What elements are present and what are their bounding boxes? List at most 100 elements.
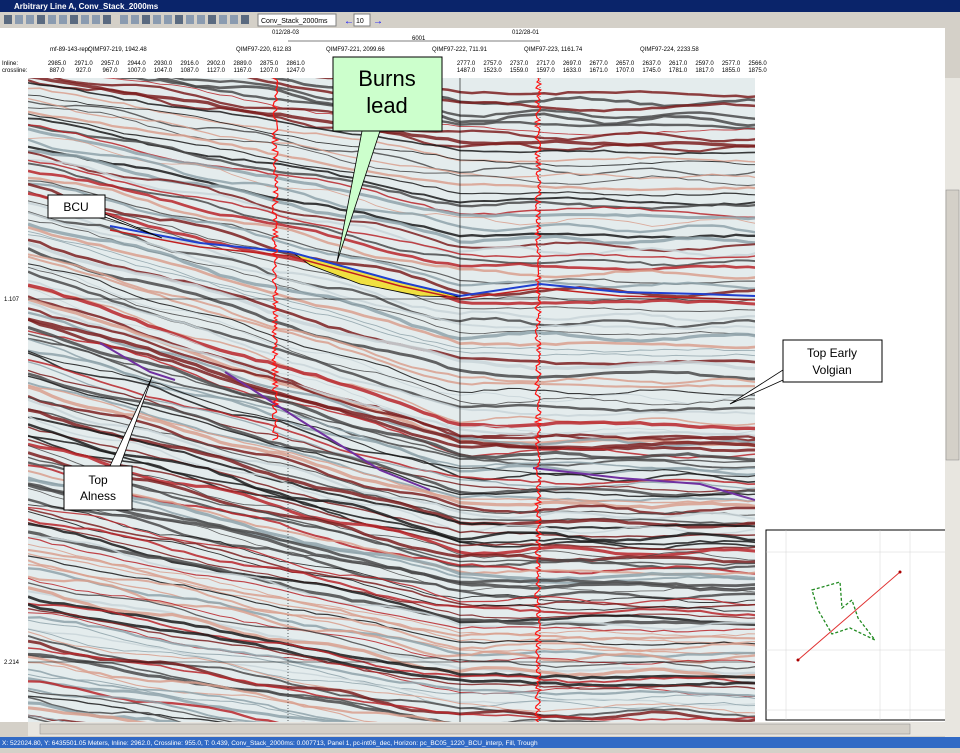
tool-icon[interactable] — [37, 15, 45, 24]
reflector — [28, 211, 755, 331]
crossline-value: 1167.0 — [234, 68, 253, 74]
reflector — [28, 488, 755, 594]
tool-icon[interactable] — [241, 15, 249, 24]
reflector — [28, 408, 755, 529]
inline-value: 2971.0 — [74, 61, 93, 67]
reflector — [28, 358, 755, 486]
reflector — [28, 361, 755, 490]
line-name: QIMF97-219, 1942.48 — [88, 47, 147, 53]
crossline-value: 1007.0 — [127, 68, 146, 74]
trace-end — [898, 570, 902, 574]
reflector — [28, 79, 755, 153]
callout-text: Burns — [358, 66, 415, 91]
reflector — [28, 117, 755, 207]
inline-value: 2757.0 — [483, 61, 502, 67]
reflector — [28, 701, 180, 722]
reflector — [28, 543, 755, 637]
reflector — [28, 518, 755, 617]
tool-icon[interactable] — [15, 15, 23, 24]
tool-icon[interactable] — [120, 15, 128, 24]
tool-icon[interactable] — [131, 15, 139, 24]
reflector — [28, 647, 755, 722]
reflector — [28, 607, 755, 690]
burns-lead-callout — [332, 56, 443, 132]
reflector — [28, 696, 182, 722]
tool-icon[interactable] — [197, 15, 205, 24]
line-name: QIMF97-221, 2099.66 — [326, 47, 385, 53]
crossline-value: 1487.0 — [457, 68, 476, 74]
crossline-value: 1707.0 — [616, 68, 635, 74]
tool-icon[interactable] — [4, 15, 12, 24]
reflector — [28, 451, 755, 564]
crossline-value: 1207.0 — [260, 68, 279, 74]
tool-icon[interactable] — [164, 15, 172, 24]
callout-text: lead — [366, 93, 408, 118]
reflector — [28, 628, 755, 707]
step-field[interactable] — [353, 13, 371, 27]
tool-icon[interactable] — [103, 15, 111, 24]
reflector — [28, 307, 755, 441]
inline-value: 2916.0 — [180, 61, 199, 67]
reflector — [28, 384, 755, 504]
toolbar — [0, 12, 960, 28]
crossline-value: 887.0 — [49, 68, 65, 74]
reflector — [28, 159, 755, 259]
alness-horizon — [224, 371, 431, 491]
tool-icon[interactable] — [153, 15, 161, 24]
callout-text: Top Early — [807, 346, 857, 360]
tool-icon[interactable] — [208, 15, 216, 24]
inline-label: Inline: — [2, 61, 18, 67]
volume-dropdown[interactable] — [257, 13, 337, 27]
tool-icon[interactable] — [48, 15, 56, 24]
reflector — [28, 661, 378, 722]
crossline-value: 1559.0 — [510, 68, 529, 74]
inline-value: 2957.0 — [101, 61, 120, 67]
reflector — [28, 395, 755, 516]
reflector — [28, 201, 755, 323]
tool-icon[interactable] — [26, 15, 34, 24]
tool-icon[interactable] — [92, 15, 100, 24]
reflector — [28, 263, 755, 396]
inline-value: 2875.0 — [260, 61, 279, 67]
reflector — [28, 537, 755, 633]
crossline-value: 1597.0 — [536, 68, 555, 74]
tool-icon[interactable] — [59, 15, 67, 24]
inline-value: 2902.0 — [207, 61, 226, 67]
reflector — [28, 285, 755, 427]
line-name: QIMF97-222, 711.91 — [432, 47, 488, 53]
reflector — [28, 94, 755, 167]
inline-value: 2566.0 — [748, 61, 767, 67]
reflector — [28, 483, 755, 592]
reflector — [28, 234, 755, 357]
tool-icon[interactable] — [175, 15, 183, 24]
crossline-value: 1087.0 — [180, 68, 199, 74]
next-arrow[interactable]: → — [373, 16, 383, 27]
reflector — [28, 582, 755, 670]
inline-value: 2777.0 — [457, 61, 476, 67]
reflector — [28, 506, 755, 606]
time-axis-panel — [0, 78, 28, 722]
tool-icon[interactable] — [230, 15, 238, 24]
reflector — [28, 461, 755, 570]
tool-icon[interactable] — [219, 15, 227, 24]
scroll-thumb[interactable] — [945, 189, 960, 461]
reflector — [28, 317, 755, 453]
reflector — [28, 631, 755, 714]
scroll-thumb[interactable] — [39, 723, 911, 735]
prev-arrow[interactable]: ← — [344, 16, 354, 27]
reflector — [28, 652, 611, 722]
tool-icon[interactable] — [186, 15, 194, 24]
reflector — [28, 504, 755, 604]
tool-icon[interactable] — [142, 15, 150, 24]
tool-icon[interactable] — [70, 15, 78, 24]
tool-icon[interactable] — [81, 15, 89, 24]
crossline-value: 1047.0 — [154, 68, 173, 74]
reflector — [28, 590, 755, 675]
line-name: mf-89-143-repr — [50, 47, 90, 53]
reflector — [28, 226, 755, 350]
reflector — [28, 82, 755, 156]
reflector — [28, 470, 755, 576]
well-log — [270, 78, 280, 441]
reflector — [28, 385, 755, 510]
